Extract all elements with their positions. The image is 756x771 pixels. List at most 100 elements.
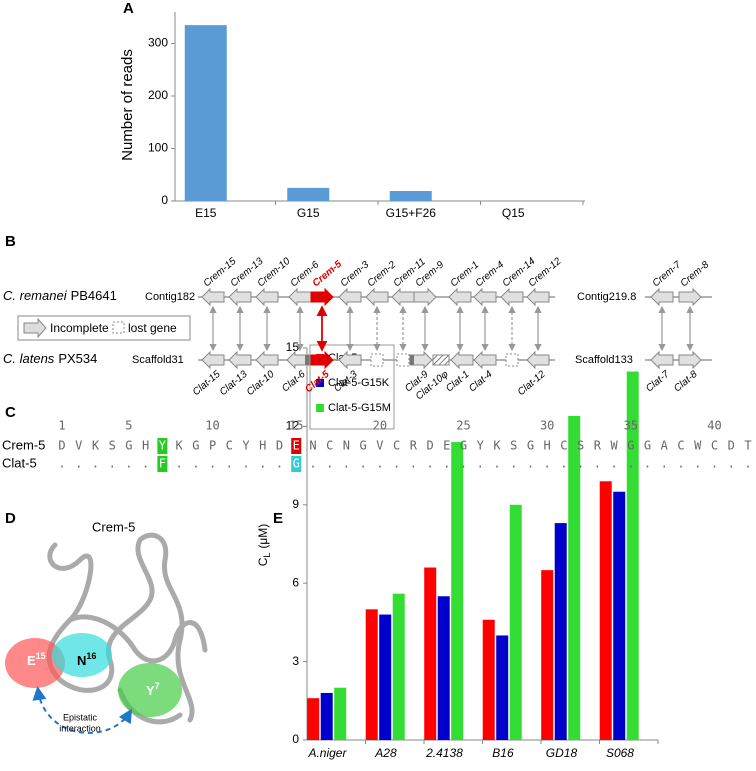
residue: G [527,439,534,453]
bar [541,570,554,740]
y-label-symbol: C [256,557,270,566]
position-number: 5 [125,419,132,433]
residue: W [694,439,702,453]
bar [509,504,522,740]
y-label-sub: L [262,553,272,558]
residue: S [510,439,517,453]
residue: . [744,457,751,471]
residue: G [627,439,634,453]
gene-arrow [473,350,497,370]
residue: V [376,439,383,453]
gene-arrow [526,287,550,307]
residue: S [109,439,116,453]
residue: . [192,457,199,471]
residue: . [259,457,266,471]
residue: . [209,457,216,471]
gene-arrow [228,287,252,307]
bar [424,567,437,740]
residue: H [259,439,266,453]
bar [626,371,639,740]
residue: . [677,457,684,471]
y-tick-label: 300 [148,36,168,50]
residue: A [661,439,669,453]
bar [568,415,581,740]
contig-label: Contig219.8 [577,291,636,303]
residue: . [527,457,534,471]
residue: . [694,457,701,471]
residue: . [142,457,149,471]
lost-gene [370,353,384,367]
residue-label: E15 [27,651,46,668]
residue: . [711,457,718,471]
x-tick-label: S068 [606,746,634,760]
x-tick-label: Q15 [502,206,525,220]
gene-label: Clat-6 [280,369,308,395]
x-tick-label: G15+F26 [386,206,437,220]
residue: . [493,457,500,471]
residue: P [209,439,216,453]
bar [392,593,405,740]
bar [482,619,495,740]
residue: R [410,439,418,453]
structure-title: Crem-5 [92,519,135,534]
residue: D [58,439,65,453]
y-tick-label: 0 [292,732,299,746]
legend-label: lost gene [128,321,177,335]
gene-arrow [413,287,437,307]
y-label-unit: (μM) [256,524,270,549]
position-number: 15 [289,419,303,433]
position-number: 30 [540,419,554,433]
y-axis-label: CL (μM) [256,524,272,567]
position-number: 10 [205,419,219,433]
residue-number: 15 [36,651,46,661]
residue: K [493,439,501,453]
residue: . [544,457,551,471]
residue: . [577,457,584,471]
annotation: Epistatic [63,712,98,722]
residue: E [293,439,300,453]
x-tick-label: A.niger [307,746,347,760]
residue: . [443,457,450,471]
residue: . [92,457,99,471]
bar [334,687,347,740]
residue: . [460,457,467,471]
gene-label: Crem-3 [339,259,372,289]
residue: C [226,439,233,453]
gene-label: Clat-1 [444,369,472,395]
residue: D [426,439,433,453]
residue: . [276,457,283,471]
gene-label: Crem-7 [651,259,684,289]
residue-highlight [157,438,168,454]
legend-label: Incomplete [50,321,109,335]
gene-label: Clat-4 [467,369,495,395]
bar [613,491,626,740]
gene-arrow [448,287,472,307]
residue: . [175,457,182,471]
x-tick-label: GD18 [546,746,578,760]
panel-label: B [5,233,16,250]
legend-arrow [23,317,47,339]
residue: K [175,439,183,453]
contig-label: Scaffold31 [132,354,184,366]
residue: . [326,457,333,471]
residue: . [343,457,350,471]
species-label: C. latens PX534 [3,351,97,366]
residue-surface [118,663,182,717]
y-tick-label: 100 [148,141,168,155]
gene-arrow [201,350,225,370]
residue: C [560,439,567,453]
residue: G [192,439,199,453]
residue: . [560,457,567,471]
lost-gene [505,353,519,367]
residue: C [393,439,400,453]
gene-label: Crem-8 [679,259,712,289]
residue: H [544,439,551,453]
pseudogene [432,354,450,366]
residue: . [125,457,132,471]
residue: F [159,457,166,471]
y-tick-label: 3 [292,654,299,668]
residue: . [109,457,116,471]
x-tick-label: 2.4138 [425,746,463,760]
bar [451,442,464,740]
